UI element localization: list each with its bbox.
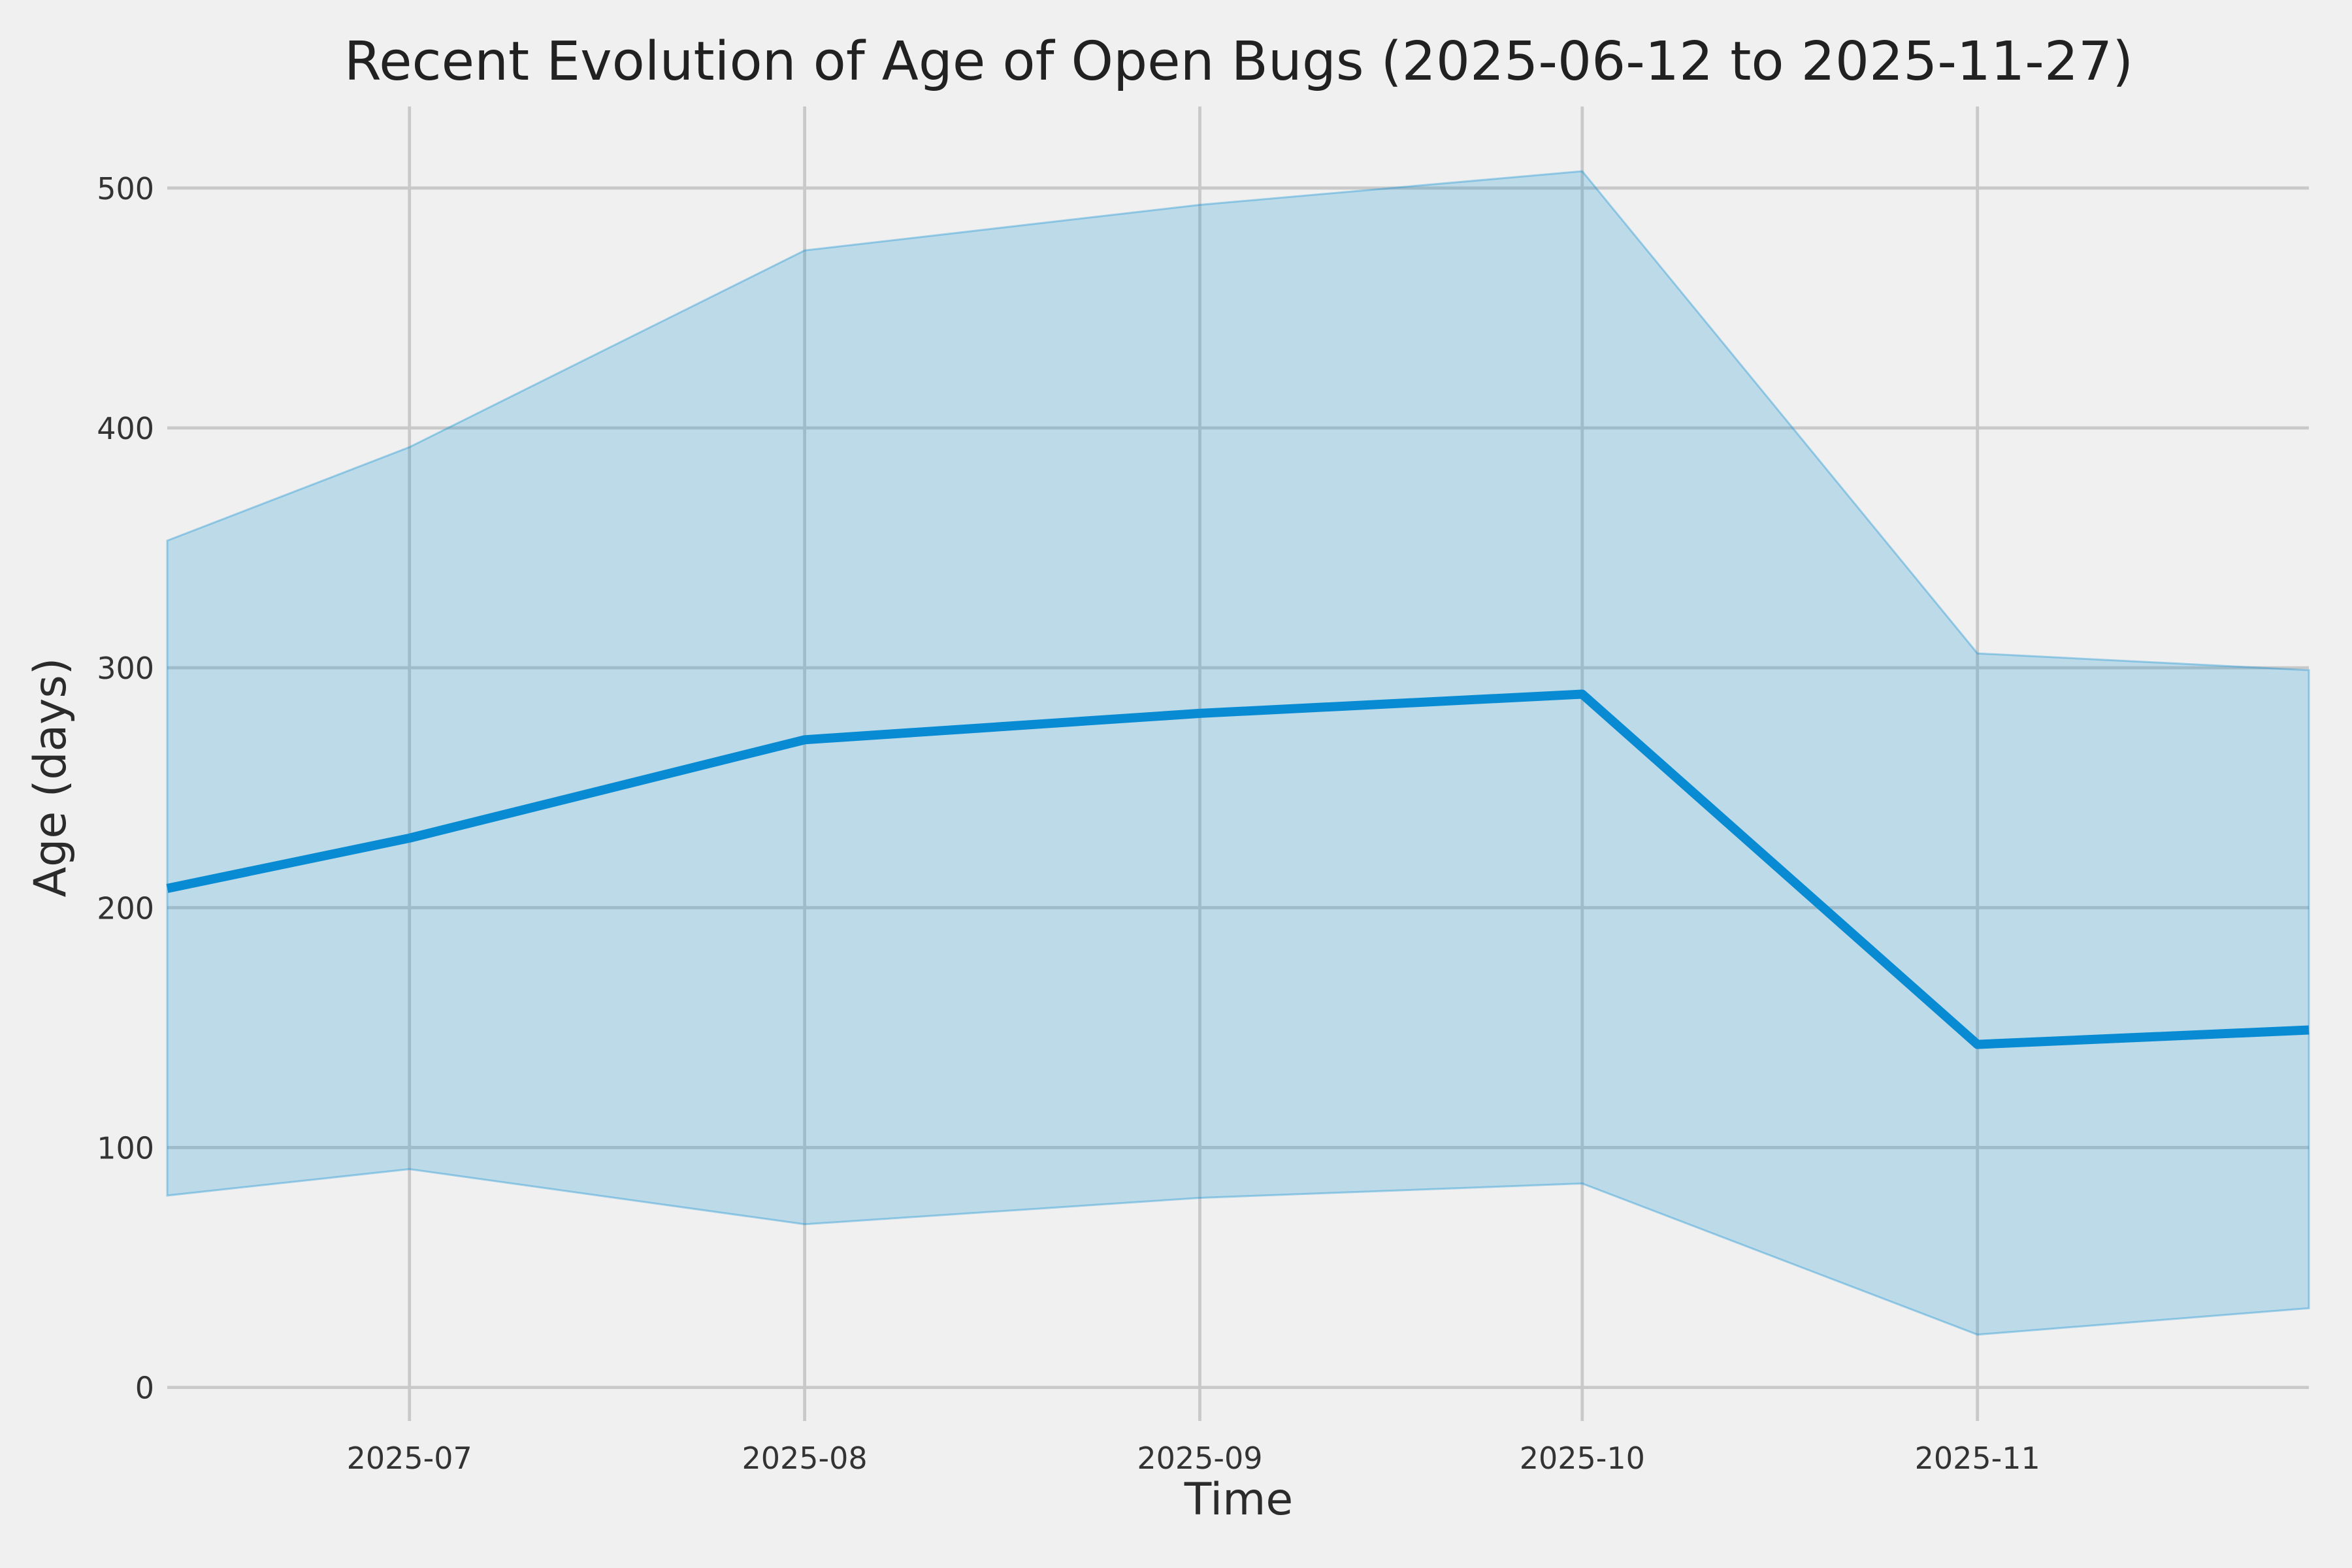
x-tick-label: 2025-07 — [347, 1441, 472, 1476]
y-tick-labels: 0 100 200 300 400 500 — [97, 171, 154, 1406]
y-tick-label: 200 — [97, 890, 154, 926]
y-axis-label: Age (days) — [25, 658, 76, 898]
chart-title: Recent Evolution of Age of Open Bugs (20… — [344, 31, 2133, 93]
confidence-band — [166, 170, 2310, 1336]
y-tick-label: 100 — [97, 1130, 154, 1166]
x-tick-label: 2025-11 — [1915, 1441, 2040, 1476]
y-tick-label: 400 — [97, 411, 154, 446]
x-tick-label: 2025-08 — [742, 1441, 867, 1476]
x-tick-label: 2025-10 — [1520, 1441, 1645, 1476]
y-tick-label: 500 — [97, 171, 154, 206]
median-line — [166, 689, 2310, 1049]
gridlines — [167, 106, 2309, 1421]
x-tick-labels: 2025-07 2025-08 2025-09 2025-10 2025-11 — [347, 1441, 2040, 1476]
y-tick-label: 0 — [135, 1371, 154, 1406]
y-tick-label: 300 — [97, 651, 154, 686]
x-tick-label: 2025-09 — [1137, 1441, 1262, 1476]
x-axis-label: Time — [1184, 1474, 1293, 1526]
